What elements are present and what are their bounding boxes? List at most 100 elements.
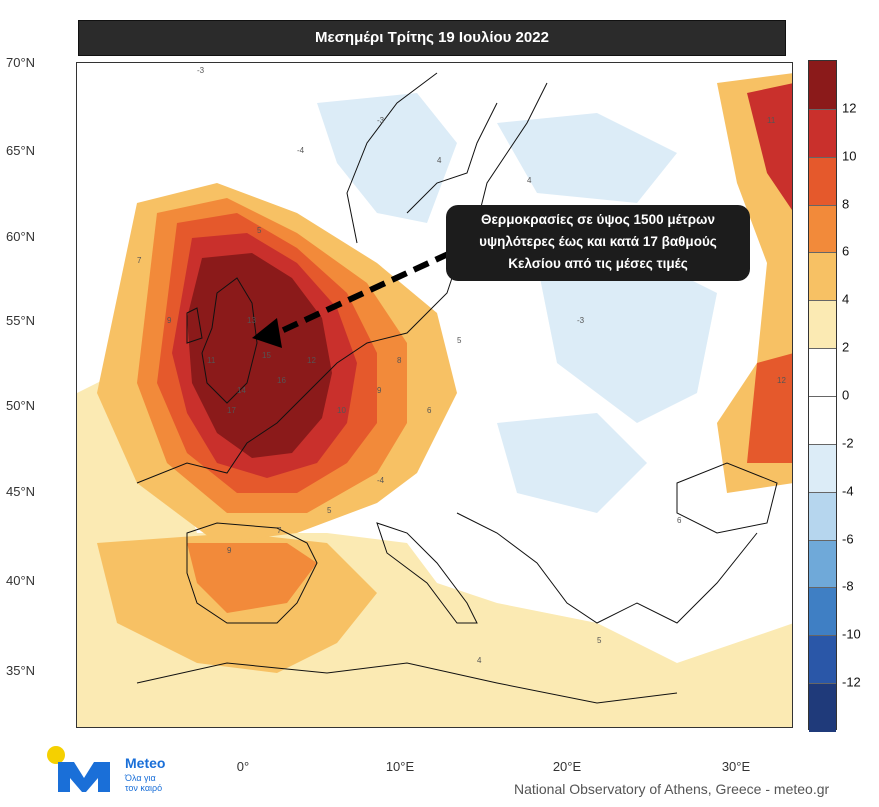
coastline-continent xyxy=(136,82,548,484)
contour-value-label: 9 xyxy=(167,316,172,325)
cool-region-north xyxy=(497,113,677,203)
contour-value-label: 6 xyxy=(427,406,432,415)
coastline-iberia xyxy=(186,522,318,624)
contour-value-label: 9 xyxy=(227,546,232,555)
cool-region-east xyxy=(537,253,717,423)
contour-value-label: 7 xyxy=(137,256,142,265)
legend-swatch xyxy=(809,204,836,254)
contour-value-label: 15 xyxy=(262,351,271,360)
hot-region-east xyxy=(747,83,792,211)
coastline-blacksea xyxy=(676,462,778,534)
legend-tick-label: -8 xyxy=(842,578,854,594)
contour-value-label: 11 xyxy=(207,356,216,365)
contour-value-label: 14 xyxy=(237,386,246,395)
cool-region-balkans xyxy=(497,413,647,513)
coastline-uk xyxy=(186,277,258,404)
legend-tick-label: 6 xyxy=(842,243,850,259)
logo-m-icon xyxy=(58,762,110,792)
anomaly-map: -3 -4 -3 4 5 7 9 11 13 14 15 16 17 12 10 9 8 6 5 4 -3 -4 5 7 9 11… xyxy=(76,62,793,728)
contour-value-label: 12 xyxy=(777,376,786,385)
contour-value-label: 12 xyxy=(307,356,316,365)
logo-name: Meteo xyxy=(125,755,166,771)
legend-swatch xyxy=(809,587,836,637)
legend-swatch xyxy=(809,300,836,350)
contour-value-label: 16 xyxy=(277,376,286,385)
contour-value-label: 5 xyxy=(457,336,462,345)
lon-label-0: 0° xyxy=(236,759,250,774)
lat-label-50: 50°N xyxy=(6,398,36,413)
callout-arrowhead xyxy=(252,318,282,348)
legend-tick-label: 2 xyxy=(842,339,850,355)
legend-swatch xyxy=(809,491,836,542)
callout-line-2: υψηλότερες έως και κατά 17 βαθμούς xyxy=(479,234,717,249)
contour-value-label: 9 xyxy=(377,386,382,395)
logo-slogan-line-2: τον καιρό xyxy=(125,783,163,793)
contour-value-label: 6 xyxy=(677,516,682,525)
legend-swatch xyxy=(809,539,836,589)
contour-value-label: 5 xyxy=(257,226,262,235)
legend-swatch xyxy=(809,348,836,398)
lat-label-60: 60°N xyxy=(6,229,36,244)
legend-tick-label: 0 xyxy=(842,387,850,403)
contour-value-label: 7 xyxy=(277,526,282,535)
contour-value-label: 13 xyxy=(247,316,256,325)
contour-value-label: -3 xyxy=(197,66,205,75)
contour-value-label: 4 xyxy=(527,176,532,185)
legend-swatch xyxy=(809,396,836,446)
contour-value-label: 4 xyxy=(477,656,482,665)
meteo-logo xyxy=(47,746,110,792)
legend-tick-label: -10 xyxy=(842,626,861,642)
contour-value-label: 5 xyxy=(327,506,332,515)
lon-label-30: 30°E xyxy=(721,759,751,774)
logo-slogan: Όλα για τον καιρό xyxy=(125,773,162,793)
legend-tick-label: 8 xyxy=(842,196,850,212)
anomaly-map-svg: -3 -4 -3 4 5 7 9 11 13 14 15 16 17 12 10 9 8 6 5 4 -3 -4 5 7 9 11… xyxy=(77,66,792,727)
contour-value-label: 11 xyxy=(767,116,776,125)
legend-tick-label: 12 xyxy=(842,100,857,116)
coastline-balkans xyxy=(456,512,758,624)
lat-label-45: 45°N xyxy=(6,484,36,499)
logo-sun-icon xyxy=(47,746,65,764)
lat-label-55: 55°N xyxy=(6,313,36,328)
legend-tick-label: -4 xyxy=(842,483,854,499)
callout-line-3: Κελσίου από τις μέσες τιμές xyxy=(508,256,688,271)
callout-box: Θερμοκρασίες σε ύψος 1500 μέτρων υψηλότε… xyxy=(446,205,750,281)
legend-swatch xyxy=(809,683,836,733)
contour-value-label: -3 xyxy=(377,116,385,125)
legend-swatch xyxy=(809,108,836,159)
contour-value-label: 10 xyxy=(337,406,346,415)
hot-region-12 xyxy=(187,253,332,458)
legend-swatch xyxy=(809,443,836,494)
lat-label-40: 40°N xyxy=(6,573,36,588)
legend-tick-label: -2 xyxy=(842,435,854,451)
legend-swatch xyxy=(809,635,836,685)
contour-value-label: 8 xyxy=(397,356,402,365)
contour-value-label: 4 xyxy=(437,156,442,165)
hot-region-east-south xyxy=(747,353,792,463)
lat-label-65: 65°N xyxy=(6,143,36,158)
legend-swatch xyxy=(809,252,836,302)
legend-tick-label: -6 xyxy=(842,531,854,547)
contour-value-label: -3 xyxy=(577,316,585,325)
hot-region-iberia xyxy=(187,543,317,613)
callout-arrow xyxy=(275,240,474,336)
legend-tick-label: 10 xyxy=(842,148,857,164)
lon-label-20: 20°E xyxy=(552,759,582,774)
contour-value-label: -4 xyxy=(297,146,305,155)
coastline-africa xyxy=(136,662,678,704)
callout-line-1: Θερμοκρασίες σε ύψος 1500 μέτρων xyxy=(481,212,715,227)
contour-value-label: 17 xyxy=(227,406,236,415)
coastline-italy xyxy=(376,522,478,624)
legend-tick-label: -12 xyxy=(842,674,861,690)
contour-value-label: 5 xyxy=(597,636,602,645)
logo-slogan-line-1: Όλα για xyxy=(125,773,156,783)
legend-swatch xyxy=(809,156,836,207)
cool-region-scandinavia xyxy=(317,93,457,223)
lat-label-35: 35°N xyxy=(6,663,36,678)
contour-value-label: -4 xyxy=(377,476,385,485)
contour-labels: -3 -4 -3 4 5 7 9 11 13 14 15 16 17 12 10 9 8 6 5 4 -3 -4 5 7 9 11… xyxy=(137,66,786,665)
credit-text: National Observatory of Athens, Greece -… xyxy=(514,781,830,797)
legend-swatch xyxy=(809,61,836,110)
coastline-scandinavia xyxy=(346,72,498,244)
lon-label-10: 10°E xyxy=(385,759,415,774)
